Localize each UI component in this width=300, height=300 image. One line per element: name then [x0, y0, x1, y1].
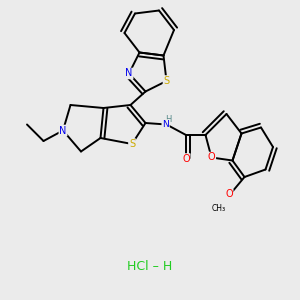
- Text: H: H: [165, 115, 172, 124]
- Text: O: O: [182, 154, 190, 164]
- Text: S: S: [129, 139, 135, 149]
- Text: O: O: [208, 152, 215, 163]
- Text: HCl – H: HCl – H: [128, 260, 172, 274]
- Text: S: S: [164, 76, 169, 86]
- Text: CH₃: CH₃: [212, 204, 226, 213]
- Text: N: N: [125, 68, 133, 79]
- Text: N: N: [162, 120, 169, 129]
- Text: N: N: [59, 125, 67, 136]
- Text: O: O: [225, 189, 233, 200]
